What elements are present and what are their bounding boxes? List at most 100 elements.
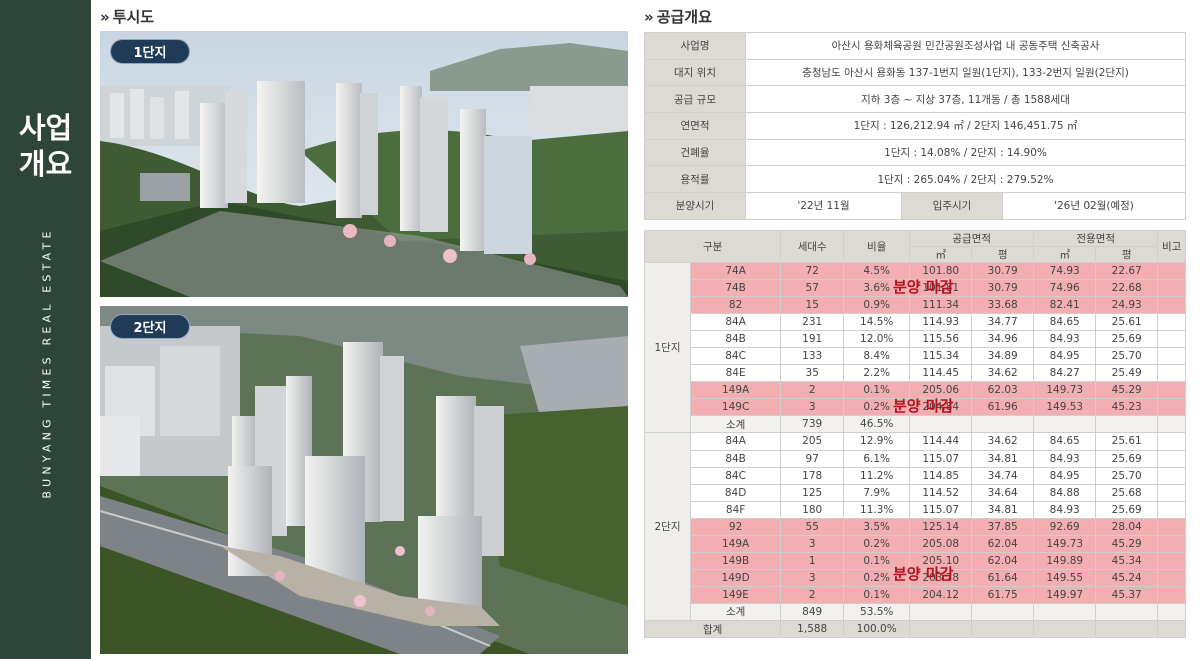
table-cell: 6.1% <box>843 449 911 468</box>
col-header-sqm: ㎡ <box>1033 246 1097 263</box>
subtotal-empty-cell <box>909 602 973 621</box>
table-cell: 92 <box>689 517 782 536</box>
supply-value: 지하 3층 ~ 지상 37층, 11개동 / 총 1588세대 <box>745 85 1186 114</box>
note-cell <box>1157 313 1186 332</box>
table-cell: 149D <box>689 568 782 587</box>
table-cell: 205.06 <box>909 381 973 400</box>
subtotal-empty-cell <box>1157 602 1186 621</box>
subtotal-cell: 739 <box>780 415 845 434</box>
note-cell <box>1157 364 1186 383</box>
table-cell: 0.2% <box>843 398 911 417</box>
table-cell: 25.70 <box>1095 466 1159 485</box>
table-cell: 84.95 <box>1033 347 1097 366</box>
table-cell: 3.5% <box>843 517 911 536</box>
table-cell: 115.56 <box>909 330 973 349</box>
table-cell: 2.2% <box>843 364 911 383</box>
complex1-rendering: 1단지 <box>100 31 628 297</box>
table-subheader-row: ㎡ 평 ㎡ 평 <box>645 246 1186 263</box>
subtotal-cell: 46.5% <box>843 415 911 434</box>
table-row: 84E 35 2.2% 114.45 34.62 84.27 25.49 <box>645 364 1186 383</box>
table-cell: 34.89 <box>971 347 1035 366</box>
table-cell: 84.93 <box>1033 449 1097 468</box>
table-cell: 2 <box>780 585 845 604</box>
supply-overview-table: 사업명 아산시 용화체육공원 민간공원조성사업 내 공동주택 신축공사 대지 위… <box>644 32 1186 220</box>
supply-row: 공급 규모 지하 3층 ~ 지상 37층, 11개동 / 총 1588세대 <box>644 85 1186 114</box>
table-cell: 14.5% <box>843 313 911 332</box>
sidebar-title-line2: 개요 <box>18 147 73 181</box>
col-header-sqm: ㎡ <box>909 246 973 263</box>
subtotal-empty-cell <box>971 602 1035 621</box>
sidebar-title: 사업 개요 <box>0 110 91 182</box>
table-cell: 133 <box>780 347 845 366</box>
supply-value: 1단지 : 14.08% / 2단지 : 14.90% <box>745 138 1186 167</box>
table-cell: 84D <box>689 483 782 502</box>
table-cell: 149A <box>689 381 782 400</box>
note-cell <box>1157 568 1186 587</box>
table-cell: 11.3% <box>843 500 911 519</box>
table-cell: 25.69 <box>1095 449 1159 468</box>
table-cell: 101.81 <box>909 279 973 298</box>
subtotal-empty-cell <box>1157 415 1186 434</box>
table-cell: 34.62 <box>971 364 1035 383</box>
table-cell: 24.93 <box>1095 296 1159 315</box>
table-row: 149D 3 0.2% 203.78 61.64 149.55 45.24 <box>645 568 1186 587</box>
table-cell: 1 <box>780 551 845 570</box>
note-cell <box>1157 398 1186 417</box>
table-cell: 205 <box>780 432 845 451</box>
table-cell: 84.65 <box>1033 313 1097 332</box>
table-cell: 149.97 <box>1033 585 1097 604</box>
table-cell: 101.80 <box>909 261 973 281</box>
subtotal-cell: 849 <box>780 602 845 621</box>
table-cell: 30.79 <box>971 261 1035 281</box>
table-cell: 62.04 <box>971 551 1035 570</box>
table-cell: 0.1% <box>843 551 911 570</box>
supply-row: 용적률 1단지 : 265.04% / 2단지 : 279.52% <box>644 165 1186 194</box>
table-header-row: 구분 세대수 비율 공급면적 전용면적 비고 <box>643 230 1186 263</box>
table-row: 84C 178 11.2% 114.85 34.74 84.95 25.70 <box>645 466 1186 485</box>
total-empty-cell <box>1095 619 1159 639</box>
double-chevron-icon: » <box>100 7 110 26</box>
table-cell: 84.27 <box>1033 364 1097 383</box>
note-cell <box>1157 466 1186 485</box>
subtotal-empty-cell <box>1033 415 1097 434</box>
table-cell: 45.24 <box>1095 568 1159 587</box>
table-cell: 34.74 <box>971 466 1035 485</box>
table-cell: 30.79 <box>971 279 1035 298</box>
total-empty-cell <box>971 619 1035 639</box>
col-header-ratio: 비율 <box>843 230 911 263</box>
subtotal-empty-cell <box>1033 602 1097 621</box>
note-cell <box>1157 330 1186 349</box>
table-cell: 25.68 <box>1095 483 1159 502</box>
table-cell: 84B <box>689 330 782 349</box>
table-cell: 34.62 <box>971 432 1035 451</box>
table-cell: 114.85 <box>909 466 973 485</box>
table-cell: 84E <box>689 364 782 383</box>
table-cell: 204.84 <box>909 398 973 417</box>
table-row: 74B 57 3.6% 101.81 30.79 74.96 22.68 <box>645 279 1186 298</box>
table-cell: 0.1% <box>843 585 911 604</box>
table-row: 84B 191 12.0% 115.56 34.96 84.93 25.69 <box>645 330 1186 349</box>
table-cell: 25.69 <box>1095 330 1159 349</box>
supply-label: 대지 위치 <box>644 58 746 87</box>
note-cell <box>1157 500 1186 519</box>
table-cell: 74B <box>689 279 782 298</box>
subtotal-row: 소계 849 53.5% <box>645 602 1186 621</box>
col-header-pyeong: 평 <box>1095 246 1159 263</box>
table-row: 84F 180 11.3% 115.07 34.81 84.93 25.69 <box>645 500 1186 519</box>
table-cell: 57 <box>780 279 845 298</box>
supply-value: 아산시 용화체육공원 민간공원조성사업 내 공동주택 신축공사 <box>745 32 1186 60</box>
table-cell: 149C <box>689 398 782 417</box>
table-cell: 191 <box>780 330 845 349</box>
table-cell: 3 <box>780 534 845 553</box>
total-cell: 합계 <box>643 619 782 639</box>
table-cell: 74.96 <box>1033 279 1097 298</box>
table-cell: 114.93 <box>909 313 973 332</box>
subtotal-empty-cell <box>1095 602 1159 621</box>
supply-heading: » 공급개요 <box>644 6 712 27</box>
table-cell: 3 <box>780 568 845 587</box>
table-cell: 45.34 <box>1095 551 1159 570</box>
total-cell: 1,588 <box>780 619 845 639</box>
supply-label: 용적률 <box>644 165 746 194</box>
supply-value: '26년 02월(예정) <box>1002 192 1186 220</box>
complex1-badge: 1단지 <box>110 39 190 64</box>
